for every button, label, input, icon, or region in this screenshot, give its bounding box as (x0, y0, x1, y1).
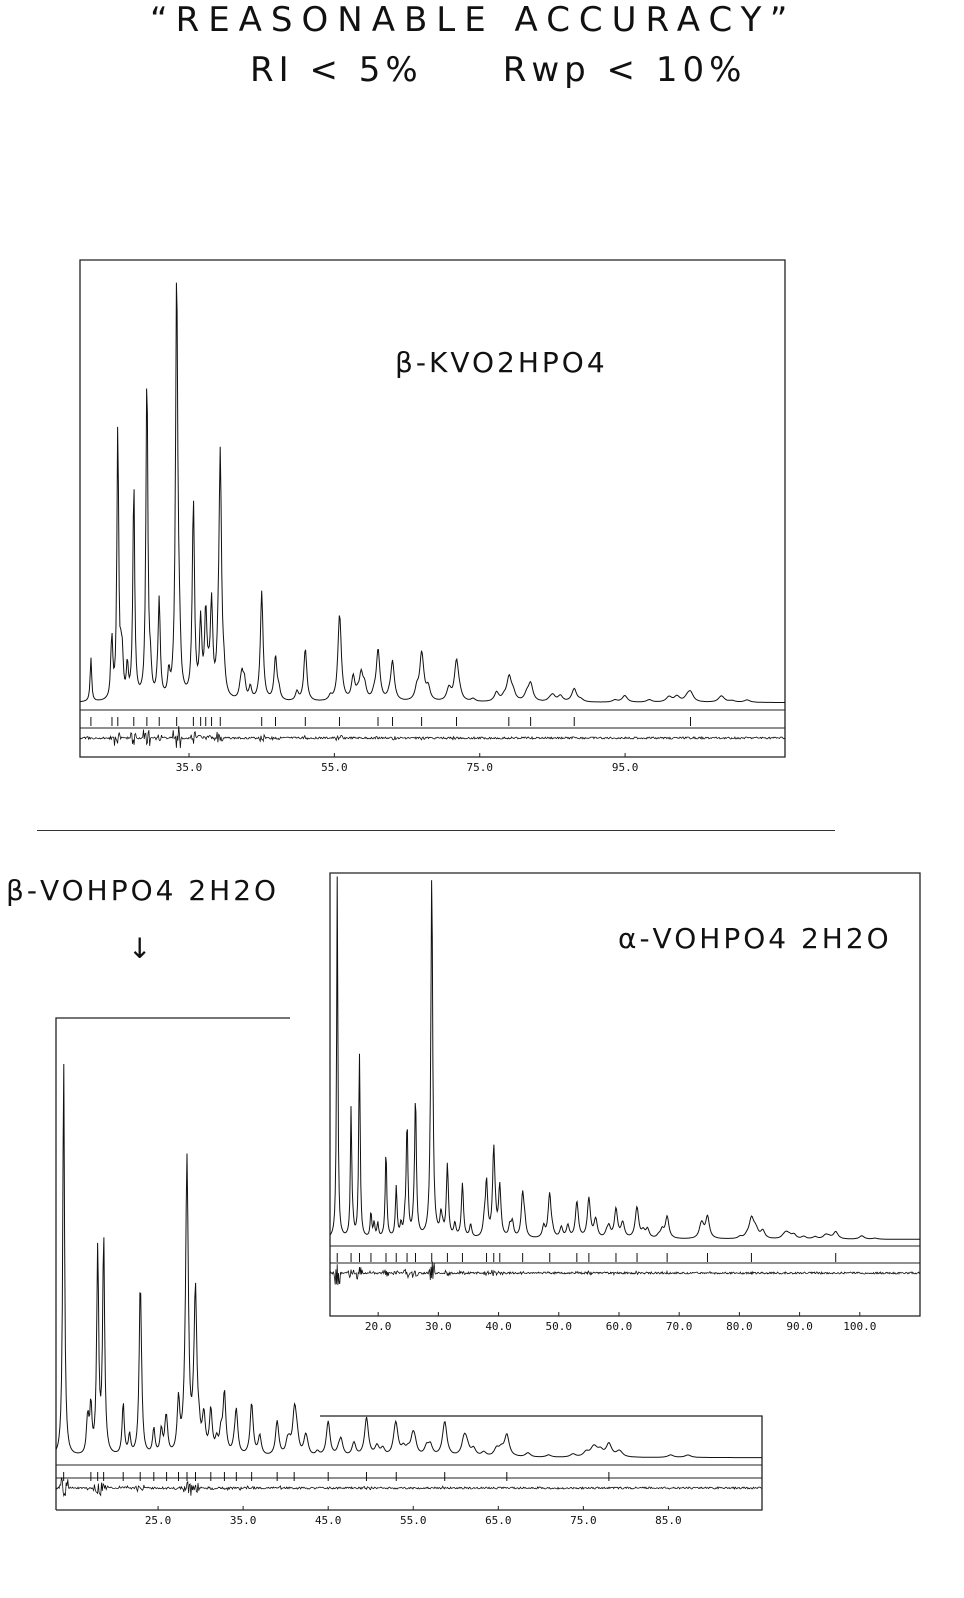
plot-frame (55, 1017, 763, 1511)
diffraction-profile (55, 1063, 762, 1459)
x-tick-label: 100.0 (843, 1320, 876, 1333)
difference-curve (55, 1477, 763, 1498)
down-arrow-icon: ↓ (128, 932, 154, 965)
x-tick-label: 50.0 (546, 1320, 573, 1333)
x-tick-label: 20.0 (365, 1320, 392, 1333)
x-tick-label: 40.0 (485, 1320, 512, 1333)
accuracy-criteria: RI < 5% Rwp < 10% (250, 50, 746, 90)
x-tick-label: 65.0 (485, 1514, 512, 1527)
diffraction-profile (329, 876, 920, 1240)
x-tick-label: 45.0 (315, 1514, 342, 1527)
x-tick-label: 85.0 (655, 1514, 682, 1527)
x-tick-label: 75.0 (570, 1514, 597, 1527)
rwp-criterion: Rwp < 10% (502, 50, 747, 90)
page-heading: “REASONABLE ACCURACY” (150, 0, 797, 40)
section-divider (37, 830, 835, 831)
x-tick-label: 25.0 (145, 1514, 172, 1527)
plot-frame (329, 872, 921, 1317)
ri-criterion: RI < 5% (250, 50, 423, 90)
beta-vohpo4-label: β-VOHPO4 2H2O (6, 874, 279, 907)
beta-vohpo4-annotation: β-VOHPO4 2H2O ↓ (6, 874, 279, 965)
x-tick-label: 80.0 (726, 1320, 753, 1333)
x-tick-label: 70.0 (666, 1320, 693, 1333)
x-tick-label: 60.0 (606, 1320, 633, 1333)
chart-title: α-VOHPO4 2H2O (618, 922, 892, 955)
x-tick-label: 90.0 (786, 1320, 813, 1333)
x-tick-label: 55.0 (400, 1514, 427, 1527)
chart-1: 25.0 35.0 45.0 55.0 65.0 75.0 85.0 (55, 1017, 763, 1527)
x-tick-label: 35.0 (230, 1514, 257, 1527)
x-tick-label: 30.0 (425, 1320, 452, 1333)
difference-curve (329, 1261, 920, 1286)
chart-2: 20.0 30.0 40.0 50.0 60.0 70.0 80.0 90.0 100.0 α-V… (326, 869, 964, 1370)
